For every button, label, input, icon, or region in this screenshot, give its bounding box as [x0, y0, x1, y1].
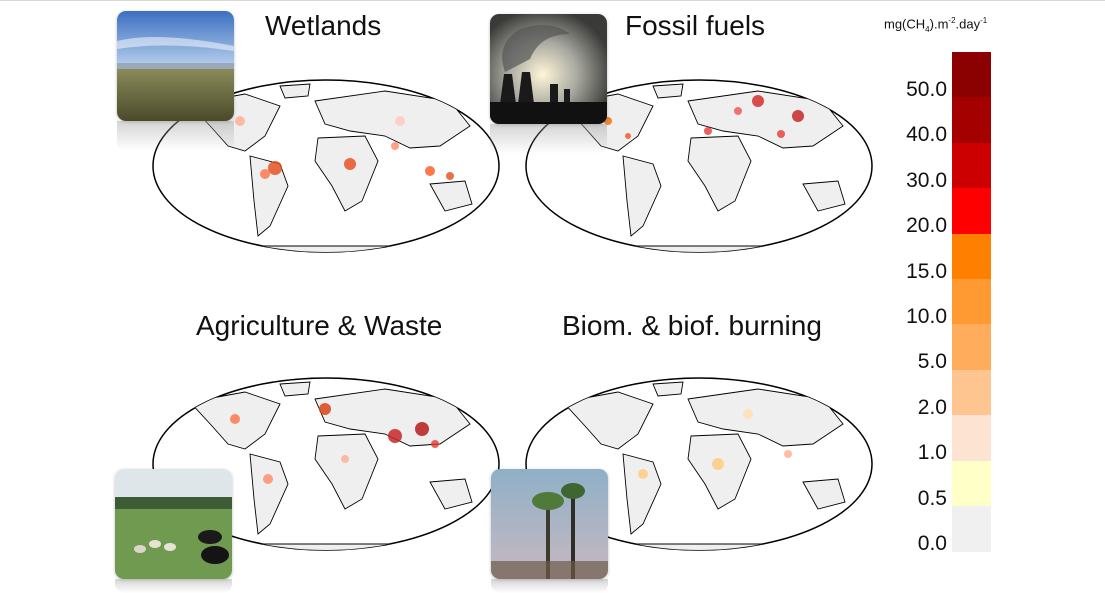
cattle-photo-reflection — [115, 579, 232, 593]
colorbar-tick-label: 0.0 — [917, 532, 947, 555]
map-fossil-fuels — [525, 79, 873, 253]
top-divider-line — [0, 0, 1105, 1]
forest-fire-photo — [491, 469, 608, 579]
cattle-pasture-photo — [115, 469, 232, 579]
map-wetlands — [152, 79, 500, 253]
colorbar-tick-label: 40.0 — [906, 123, 947, 147]
colorbar-tick-label: 15.0 — [906, 259, 947, 283]
map-biomass-burning — [525, 377, 873, 551]
panel-title-wetlands: Wetlands — [265, 10, 382, 41]
colorbar-segment — [952, 142, 991, 189]
colorbar-segment — [952, 188, 991, 235]
colorbar-tick-label: 5.0 — [917, 350, 947, 374]
colorbar-tick-label: 2.0 — [917, 395, 947, 419]
panel-title-fossil-fuels: Fossil fuels — [625, 10, 766, 41]
forest-fire-photo-reflection — [491, 579, 608, 593]
colorbar-tick-label: 0.5 — [917, 486, 947, 510]
colorbar-segment — [952, 506, 991, 552]
colorbar-segment — [952, 369, 991, 416]
wetland-grass-photo — [117, 11, 234, 121]
panel-title-biomass-burning: Biom. & biof. burning — [562, 310, 822, 341]
colorbar-segment — [952, 279, 991, 325]
colorbar-tick-label: 30.0 — [906, 168, 947, 192]
colorbar-tick-label: 20.0 — [906, 214, 947, 238]
power-plant-smoke-photo — [490, 14, 607, 124]
colorbar-segment — [952, 97, 991, 144]
map-agriculture-waste — [152, 377, 500, 551]
colorbar-unit-label: mg(CH4).m-2.day-1 — [884, 16, 988, 34]
colorbar-tick-label: 1.0 — [917, 441, 947, 465]
colorbar-tick-label: 10.0 — [906, 305, 947, 328]
colorbar-segment — [952, 324, 991, 371]
power-plant-photo-reflection — [490, 124, 607, 154]
colorbar-segment — [952, 52, 991, 98]
colorbar-segment — [952, 233, 991, 280]
colorbar-segment — [952, 415, 991, 462]
wetland-photo-reflection — [117, 121, 234, 151]
colorbar-segment — [952, 460, 991, 507]
colorbar — [952, 52, 991, 552]
panel-title-agriculture-waste: Agriculture & Waste — [196, 310, 443, 341]
colorbar-tick-label: 50.0 — [906, 78, 947, 101]
